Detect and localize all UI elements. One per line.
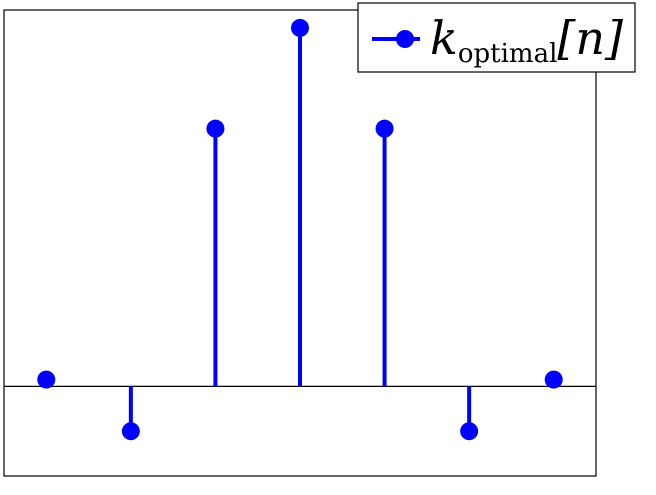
stem-marker bbox=[206, 119, 225, 138]
legend-label-base: k bbox=[430, 11, 458, 65]
stem-marker bbox=[460, 422, 479, 441]
legend: koptimal[n] bbox=[357, 2, 636, 73]
legend-label-subscript: optimal bbox=[458, 39, 558, 69]
stem-marker bbox=[291, 18, 309, 37]
stem-marker bbox=[37, 370, 56, 389]
stem-marker bbox=[121, 422, 140, 441]
stem-series bbox=[37, 18, 563, 441]
legend-label-argument: [n] bbox=[557, 11, 623, 65]
legend-label: koptimal[n] bbox=[430, 11, 623, 69]
stem-marker bbox=[544, 370, 563, 389]
legend-marker-swatch bbox=[396, 30, 414, 48]
stem-marker bbox=[375, 119, 394, 138]
